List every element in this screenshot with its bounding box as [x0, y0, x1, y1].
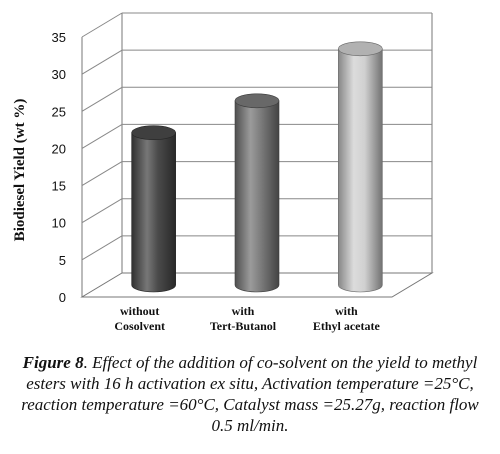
y-tick-label: 25 — [52, 104, 66, 119]
gridline-side — [81, 198, 123, 224]
category-label: Cosolvent — [114, 319, 165, 333]
caption-text: . Effect of the addition of co-solvent o… — [21, 353, 479, 435]
gridline-side — [81, 86, 123, 112]
gridline-side — [81, 12, 123, 38]
bar-top-1 — [234, 93, 280, 109]
y-tick-label: 35 — [52, 30, 66, 45]
category-label: without — [120, 304, 159, 318]
category-label: with — [232, 304, 255, 318]
bar-top-2 — [338, 41, 383, 57]
bar-1 — [234, 100, 280, 293]
gridline-side — [81, 161, 123, 187]
y-tick-label: 10 — [52, 216, 66, 231]
y-tick-label: 0 — [59, 290, 66, 305]
figure-caption: Figure 8. Effect of the addition of co-s… — [20, 352, 480, 436]
caption-label: Figure 8 — [22, 353, 84, 372]
y-tick-label: 15 — [52, 179, 66, 194]
gridline-side — [81, 49, 123, 75]
category-label: Ethyl acetate — [313, 319, 381, 333]
bar-top-0 — [131, 125, 176, 141]
category-label: Tert-Butanol — [210, 319, 277, 333]
y-tick-labels: 0 5 10 15 20 25 30 35 — [52, 30, 66, 305]
y-axis-label: Biodiesel Yield (wt %) — [12, 99, 28, 242]
category-labels: withoutCosolventwithTert-ButanolwithEthy… — [114, 304, 380, 333]
bar-0 — [131, 132, 176, 293]
bars — [131, 41, 383, 293]
gridline-side — [81, 235, 123, 261]
y-tick-label: 5 — [59, 253, 66, 268]
y-tick-label: 30 — [52, 67, 66, 82]
category-label: with — [335, 304, 358, 318]
y-tick-label: 20 — [52, 141, 66, 156]
gridline-side — [81, 123, 123, 149]
bar-2 — [338, 48, 383, 293]
